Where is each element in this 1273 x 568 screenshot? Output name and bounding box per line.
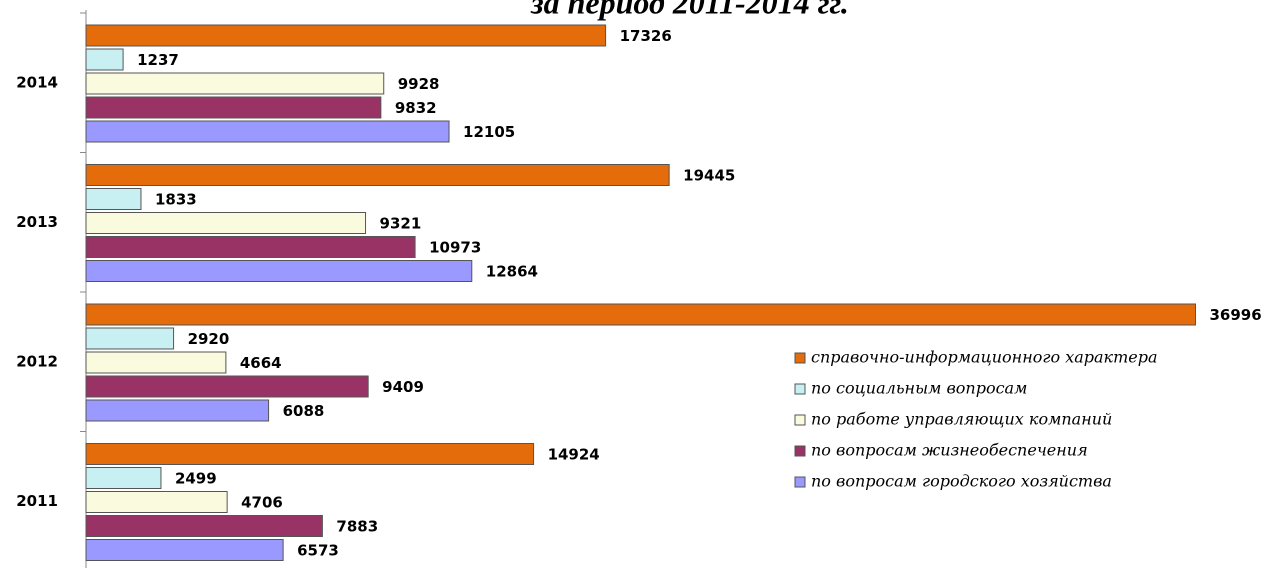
value-label: 4706 bbox=[241, 494, 283, 512]
legend-label: по вопросам городского хозяйства bbox=[811, 472, 1112, 491]
bar bbox=[85, 443, 535, 465]
bar bbox=[85, 260, 473, 282]
y-tick-label: 2011 bbox=[16, 492, 58, 510]
legend-swatch bbox=[794, 352, 806, 364]
y-tick-label: 2012 bbox=[16, 352, 58, 370]
value-label: 4664 bbox=[240, 354, 282, 372]
bar bbox=[85, 24, 607, 47]
bar bbox=[85, 375, 369, 398]
legend-swatch bbox=[794, 445, 806, 457]
bar bbox=[85, 515, 323, 537]
value-label: 9409 bbox=[382, 378, 424, 396]
bar bbox=[85, 188, 142, 210]
value-label: 10973 bbox=[429, 239, 481, 257]
legend-swatch bbox=[794, 414, 806, 426]
bar bbox=[85, 539, 284, 561]
bar bbox=[85, 120, 450, 143]
bar bbox=[85, 72, 385, 95]
value-label: 2499 bbox=[175, 470, 217, 488]
value-label: 14924 bbox=[548, 446, 600, 464]
y-tick-label: 2014 bbox=[16, 73, 58, 91]
value-label: 19445 bbox=[683, 167, 735, 185]
bar bbox=[85, 303, 1197, 326]
bar bbox=[85, 491, 228, 513]
legend-label: по вопросам жизнеобеспечения bbox=[811, 441, 1088, 460]
legend-label: справочно-информационного характера bbox=[811, 348, 1158, 367]
bar bbox=[85, 212, 367, 234]
value-label: 6573 bbox=[297, 542, 339, 560]
value-label: 12105 bbox=[463, 123, 515, 141]
legend-swatch bbox=[794, 476, 806, 488]
value-label: 36996 bbox=[1210, 306, 1262, 324]
bar bbox=[85, 164, 670, 186]
value-label: 12864 bbox=[486, 263, 538, 281]
value-label: 9321 bbox=[380, 215, 422, 233]
bar bbox=[85, 467, 162, 489]
bar bbox=[85, 351, 227, 374]
legend-label: по работе управляющих компаний bbox=[811, 410, 1112, 429]
legend-swatch bbox=[794, 383, 806, 395]
bar bbox=[85, 96, 382, 119]
value-label: 2920 bbox=[188, 330, 230, 348]
value-label: 1237 bbox=[137, 51, 179, 69]
value-label: 1833 bbox=[155, 191, 197, 209]
value-label: 7883 bbox=[336, 518, 378, 536]
bar bbox=[85, 48, 124, 71]
value-label: 9832 bbox=[395, 99, 437, 117]
chart-title: за период 2011-2014 гг. bbox=[530, 0, 849, 20]
value-label: 17326 bbox=[620, 27, 672, 45]
legend-label: по социальным вопросам bbox=[811, 379, 1027, 398]
bar bbox=[85, 236, 416, 258]
value-label: 9928 bbox=[398, 75, 440, 93]
bar bbox=[85, 327, 175, 350]
y-tick-label: 2013 bbox=[16, 213, 58, 231]
bar bbox=[85, 399, 270, 422]
value-label: 6088 bbox=[283, 402, 325, 420]
